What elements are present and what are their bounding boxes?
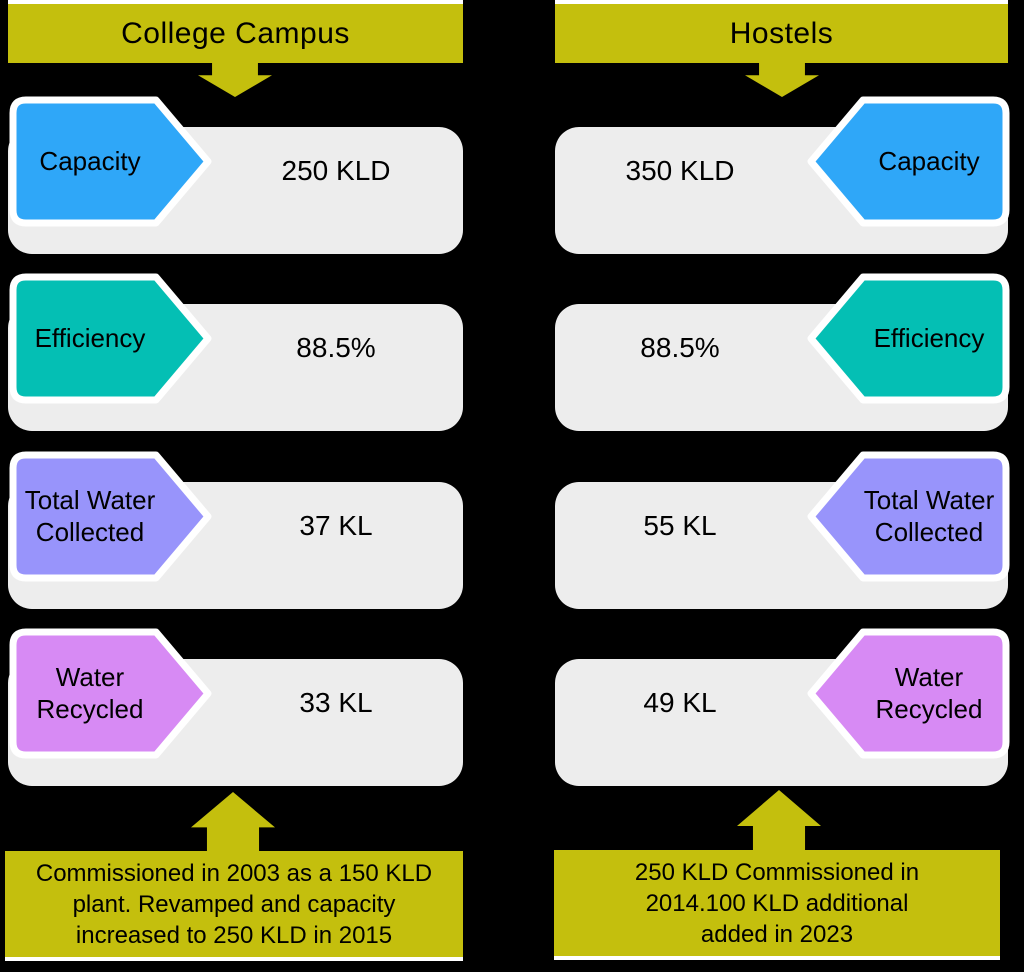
metric-value: 37 KL: [299, 510, 373, 541]
column-header-college-campus: College Campus: [8, 0, 463, 63]
left-arrow-shape-icon: [807, 96, 1010, 227]
note-line: 250 KLD Commissioned in: [634, 858, 920, 886]
metric-label: Water Recycled: [36, 661, 144, 724]
metric-value: 49 KL: [643, 687, 717, 718]
down-arrow-icon: [745, 63, 819, 97]
metric-label: Water Recycled: [875, 661, 983, 724]
column-title: College Campus: [121, 16, 350, 50]
note-line: plant. Revamped and capacity: [72, 890, 396, 918]
metric-tag-capacity: Capacity: [806, 95, 1011, 228]
metric-value: 250 KLD: [281, 155, 391, 186]
metric-value: 350 KLD: [625, 155, 735, 186]
column-title: Hostels: [729, 16, 834, 50]
metric-tag-water-recycled: Water Recycled: [806, 627, 1011, 760]
right-arrow-shape-icon: [9, 273, 212, 404]
metric-label: Capacity: [878, 145, 980, 176]
down-arrow-icon: [198, 63, 272, 97]
column-header-hostels: Hostels: [555, 0, 1008, 63]
right-arrow-shape-icon: [9, 451, 212, 582]
right-arrow-shape-icon: [9, 628, 212, 759]
note-line: increased to 250 KLD in 2015: [75, 921, 393, 949]
metric-label: Total Water Collected: [863, 484, 995, 547]
metric-value: 88.5%: [296, 332, 376, 363]
metric-label: Capacity: [39, 145, 141, 176]
note-box-hostels: 250 KLD Commissioned in 2014.100 KLD add…: [554, 850, 1000, 960]
metric-label: Efficiency: [34, 322, 146, 353]
note-box-college-campus: Commissioned in 2003 as a 150 KLD plant.…: [5, 851, 463, 961]
right-arrow-shape-icon: [9, 96, 212, 227]
metric-label: Efficiency: [873, 322, 985, 353]
note-line: 2014.100 KLD additional: [645, 889, 909, 917]
left-arrow-shape-icon: [807, 451, 1010, 582]
metric-label: Total Water Collected: [24, 484, 156, 547]
metric-tag-total-water: Total Water Collected: [806, 450, 1011, 583]
metric-value: 33 KL: [299, 687, 373, 718]
metric-tag-water-recycled: Water Recycled: [8, 627, 213, 760]
left-arrow-shape-icon: [807, 273, 1010, 404]
metric-tag-efficiency: Efficiency: [806, 272, 1011, 405]
metric-value: 88.5%: [640, 332, 720, 363]
note-line: Commissioned in 2003 as a 150 KLD: [35, 859, 433, 887]
metric-tag-capacity: Capacity: [8, 95, 213, 228]
up-arrow-icon: [191, 792, 275, 853]
metric-tag-efficiency: Efficiency: [8, 272, 213, 405]
up-arrow-icon: [737, 790, 821, 852]
note-line: added in 2023: [700, 920, 854, 948]
metric-tag-total-water: Total Water Collected: [8, 450, 213, 583]
left-arrow-shape-icon: [807, 628, 1010, 759]
metric-value: 55 KL: [643, 510, 717, 541]
